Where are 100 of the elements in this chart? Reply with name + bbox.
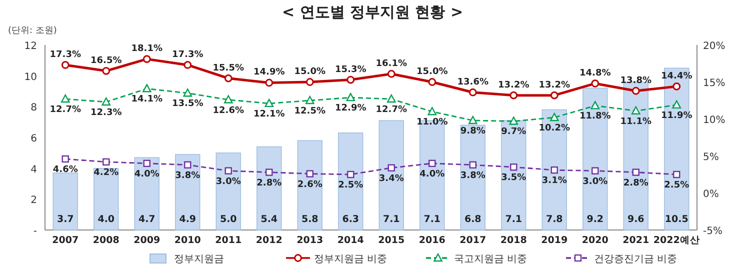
legend-label: 정부지원금: [174, 254, 224, 265]
data-label: 3.0%: [582, 176, 608, 187]
point: [387, 70, 396, 78]
data-label: 2.5%: [338, 180, 364, 190]
data-label: 12.5%: [294, 106, 326, 116]
y-tick-label: 6: [30, 134, 37, 144]
x-tick-label: 2015: [378, 235, 405, 246]
point: [183, 88, 192, 97]
bar: [501, 120, 526, 230]
y-tick-label: -: [33, 226, 38, 237]
point: [102, 66, 110, 75]
point: [672, 100, 682, 109]
point: [469, 161, 476, 168]
x-tick-label: 2014: [337, 235, 364, 246]
data-label: 9.8%: [460, 126, 486, 136]
point: [306, 78, 314, 86]
data-label: 3.4%: [378, 174, 404, 184]
data-label: 9.6: [627, 214, 645, 225]
point: [631, 106, 640, 114]
data-label: 4.0%: [134, 169, 160, 180]
data-label: 11.0%: [416, 118, 448, 128]
legend-label: 정부지원금 비중: [314, 254, 388, 265]
point: [428, 78, 436, 86]
point: [102, 158, 110, 166]
y-tick-label: 10: [24, 72, 37, 83]
data-label: 11.8%: [580, 112, 611, 122]
point: [428, 107, 437, 116]
point: [590, 101, 600, 110]
point: [591, 80, 600, 88]
bar: [338, 132, 364, 230]
data-label: 15.0%: [294, 67, 326, 77]
data-label: 5.8: [301, 214, 319, 225]
x-tick-label: 2021: [622, 235, 650, 246]
y2-tick-label: 15%: [703, 78, 726, 89]
data-label: 14.1%: [131, 94, 162, 105]
point: [428, 160, 436, 167]
x-tick-label: 2011: [215, 235, 242, 246]
point: [673, 170, 680, 178]
data-label: 3.0%: [216, 176, 241, 187]
data-label: 4.7: [138, 214, 156, 225]
data-label: 2.8%: [256, 178, 282, 188]
data-label: 13.2%: [538, 80, 570, 90]
data-label: 16.1%: [376, 58, 407, 69]
legend-label: 국고지원금 비중: [454, 254, 528, 265]
x-tick-label: 2010: [174, 235, 202, 246]
chart-subtitle: (단위: 조원): [8, 26, 57, 36]
y2-tick-label: 20%: [703, 41, 726, 52]
point: [60, 94, 70, 103]
data-label: 4.2%: [94, 168, 119, 178]
point: [61, 61, 70, 69]
data-label: 4.0%: [420, 169, 445, 180]
data-label: 2.5%: [664, 180, 690, 190]
data-label: 5.4: [260, 214, 278, 225]
point: [509, 116, 518, 125]
bar: [256, 146, 282, 230]
point: [510, 91, 518, 100]
data-label: 15.3%: [335, 64, 366, 75]
x-tick-label: 2012: [256, 235, 282, 246]
data-label: 9.7%: [501, 127, 526, 138]
y-tick-label: 2: [30, 195, 37, 206]
point: [224, 167, 232, 174]
data-label: 4.9: [179, 214, 196, 225]
point: [184, 61, 192, 69]
data-label: 3.8%: [175, 170, 200, 181]
x-tick-label: 2007: [52, 235, 79, 246]
bar: [460, 124, 486, 230]
data-label: 6.8: [464, 214, 482, 225]
point: [264, 98, 274, 108]
point: [632, 86, 640, 95]
data-label: 7.1: [505, 214, 522, 225]
point: [388, 164, 395, 172]
point: [386, 94, 396, 103]
data-label: 3.1%: [542, 176, 567, 186]
data-label: 3.5%: [501, 173, 526, 184]
y2-tick-label: 0%: [703, 189, 719, 200]
point: [510, 164, 518, 171]
point: [142, 84, 152, 92]
data-label: 3.8%: [460, 170, 486, 181]
chart-title: < 연도별 정부지원 현황 >: [282, 3, 464, 21]
x-tick-label: 2013: [296, 235, 324, 246]
y-tick-label: 12: [24, 41, 37, 52]
point: [550, 112, 559, 122]
data-label: 13.2%: [498, 80, 530, 90]
point: [142, 55, 151, 64]
point: [468, 88, 477, 96]
data-label: 2.8%: [623, 178, 648, 188]
data-label: 10.5: [664, 214, 688, 225]
y2-tick-label: 10%: [703, 115, 726, 126]
point: [306, 170, 314, 178]
y2-tick-label: 5%: [703, 152, 719, 163]
y2-tick-label: -5%: [703, 226, 722, 237]
data-label: 12.1%: [254, 109, 285, 120]
data-label: 12.7%: [50, 105, 81, 116]
bar: [175, 154, 200, 230]
point: [224, 74, 232, 82]
data-label: 11.1%: [620, 116, 652, 127]
data-label: 4.6%: [52, 164, 78, 175]
data-label: 15.0%: [416, 67, 448, 77]
data-label: 7.1: [382, 214, 400, 225]
data-label: 13.8%: [620, 76, 652, 86]
